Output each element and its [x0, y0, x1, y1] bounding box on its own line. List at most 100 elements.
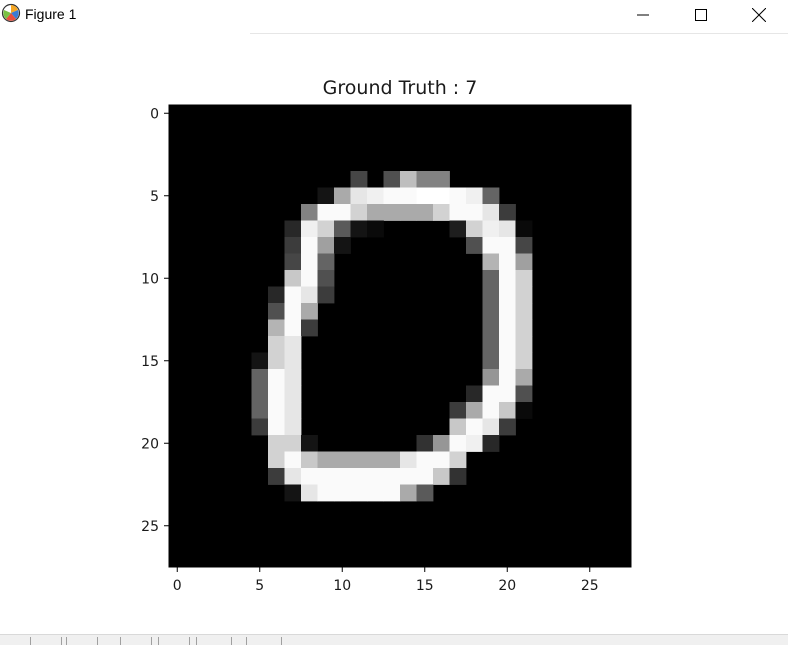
image-pixel — [350, 484, 368, 502]
image-pixel — [400, 451, 417, 469]
image-pixel — [499, 270, 516, 287]
maximize-button[interactable] — [672, 0, 730, 30]
image-pixel — [284, 484, 302, 502]
back-button[interactable] — [66, 637, 98, 645]
image-pixel — [515, 336, 533, 353]
image-pixel — [251, 385, 269, 403]
image-pixel — [499, 303, 516, 320]
x-tick-label: 25 — [581, 578, 599, 594]
image-pixel — [482, 336, 500, 353]
y-axis: 0 5 10 15 20 25 — [141, 106, 169, 535]
image-pixel — [400, 484, 417, 502]
image-pixel — [317, 484, 335, 502]
image-pixel — [482, 286, 500, 304]
image-pixel — [268, 369, 285, 386]
image-pixel — [251, 402, 269, 419]
image-pixel — [400, 468, 417, 485]
image-pixel — [301, 319, 318, 337]
minimize-icon — [637, 14, 649, 16]
minimize-button[interactable] — [614, 0, 672, 30]
maximize-icon — [695, 9, 707, 21]
x-tick-label: 15 — [416, 578, 434, 594]
image-pixel — [449, 418, 467, 436]
image-pixel — [416, 204, 434, 221]
image-pixel — [499, 369, 516, 386]
navigation-toolbar — [0, 634, 788, 645]
image-pixel — [284, 451, 302, 469]
image-pixels — [169, 105, 631, 567]
image-pixel — [367, 204, 384, 221]
image-pixel — [515, 319, 533, 337]
image-pixel — [334, 204, 351, 221]
image-pixel — [317, 204, 335, 221]
x-tick-label: 10 — [333, 578, 351, 594]
image-pixel — [466, 385, 483, 403]
image-pixel — [466, 204, 483, 221]
image-pixel — [433, 171, 450, 188]
image-pixel — [301, 204, 318, 221]
image-pixel — [416, 435, 434, 452]
image-pixel — [301, 270, 318, 287]
save-button[interactable] — [246, 637, 282, 645]
image-pixel — [268, 402, 285, 419]
image-pixel — [466, 220, 483, 238]
image-pixel — [482, 204, 500, 221]
image-pixel — [433, 204, 450, 221]
image-pixel — [350, 171, 368, 188]
y-tick-label: 0 — [150, 106, 159, 122]
close-icon — [752, 8, 766, 22]
close-button[interactable] — [730, 0, 788, 30]
image-pixel — [284, 286, 302, 304]
image-pixel — [449, 187, 467, 205]
image-pixel — [499, 418, 516, 436]
image-pixel — [367, 187, 384, 205]
image-pixel — [268, 286, 285, 304]
image-pixel — [317, 253, 335, 271]
image-pixel — [449, 451, 467, 469]
image-pixel — [301, 303, 318, 320]
y-tick-label: 10 — [141, 271, 159, 287]
image-pixel — [416, 171, 434, 188]
image-pixel — [449, 468, 467, 485]
image-pixel — [284, 385, 302, 403]
image-pixel — [499, 286, 516, 304]
image-pixel — [482, 352, 500, 370]
image-pixel — [350, 451, 368, 469]
title-divider — [250, 33, 788, 34]
image-pixel — [482, 319, 500, 337]
image-pixel — [350, 468, 368, 485]
image-pixel — [301, 253, 318, 271]
image-pixel — [515, 402, 533, 419]
image-pixel — [515, 352, 533, 370]
image-pixel — [383, 204, 401, 221]
pan-button[interactable] — [120, 637, 152, 645]
home-button[interactable] — [30, 637, 62, 645]
image-pixel — [367, 451, 384, 469]
image-pixel — [499, 319, 516, 337]
configure-subplots-button[interactable] — [196, 637, 232, 645]
image-pixel — [499, 237, 516, 254]
image-pixel — [268, 303, 285, 320]
image-pixel — [284, 402, 302, 419]
image-pixel — [466, 402, 483, 419]
image-pixel — [284, 270, 302, 287]
image-pixel — [284, 369, 302, 386]
image-pixel — [383, 187, 401, 205]
image-pixel — [400, 204, 417, 221]
x-tick-label: 20 — [498, 578, 516, 594]
image-pixel — [466, 418, 483, 436]
zoom-button[interactable] — [158, 637, 190, 645]
x-axis: 0 5 10 15 20 25 — [173, 567, 599, 594]
image-pixel — [482, 253, 500, 271]
image-pixel — [268, 418, 285, 436]
image-pixel — [268, 468, 285, 485]
image-pixel — [482, 270, 500, 287]
image-pixel — [350, 220, 368, 238]
image-pixel — [482, 418, 500, 436]
figure-canvas: Ground Truth : 7 0 5 10 15 20 25 0 5 10 15 20 25 — [141, 77, 632, 594]
image-pixel — [317, 220, 335, 238]
image-pixel — [416, 451, 434, 469]
image-pixel — [284, 336, 302, 353]
image-pixel — [317, 451, 335, 469]
image-pixel — [515, 253, 533, 271]
